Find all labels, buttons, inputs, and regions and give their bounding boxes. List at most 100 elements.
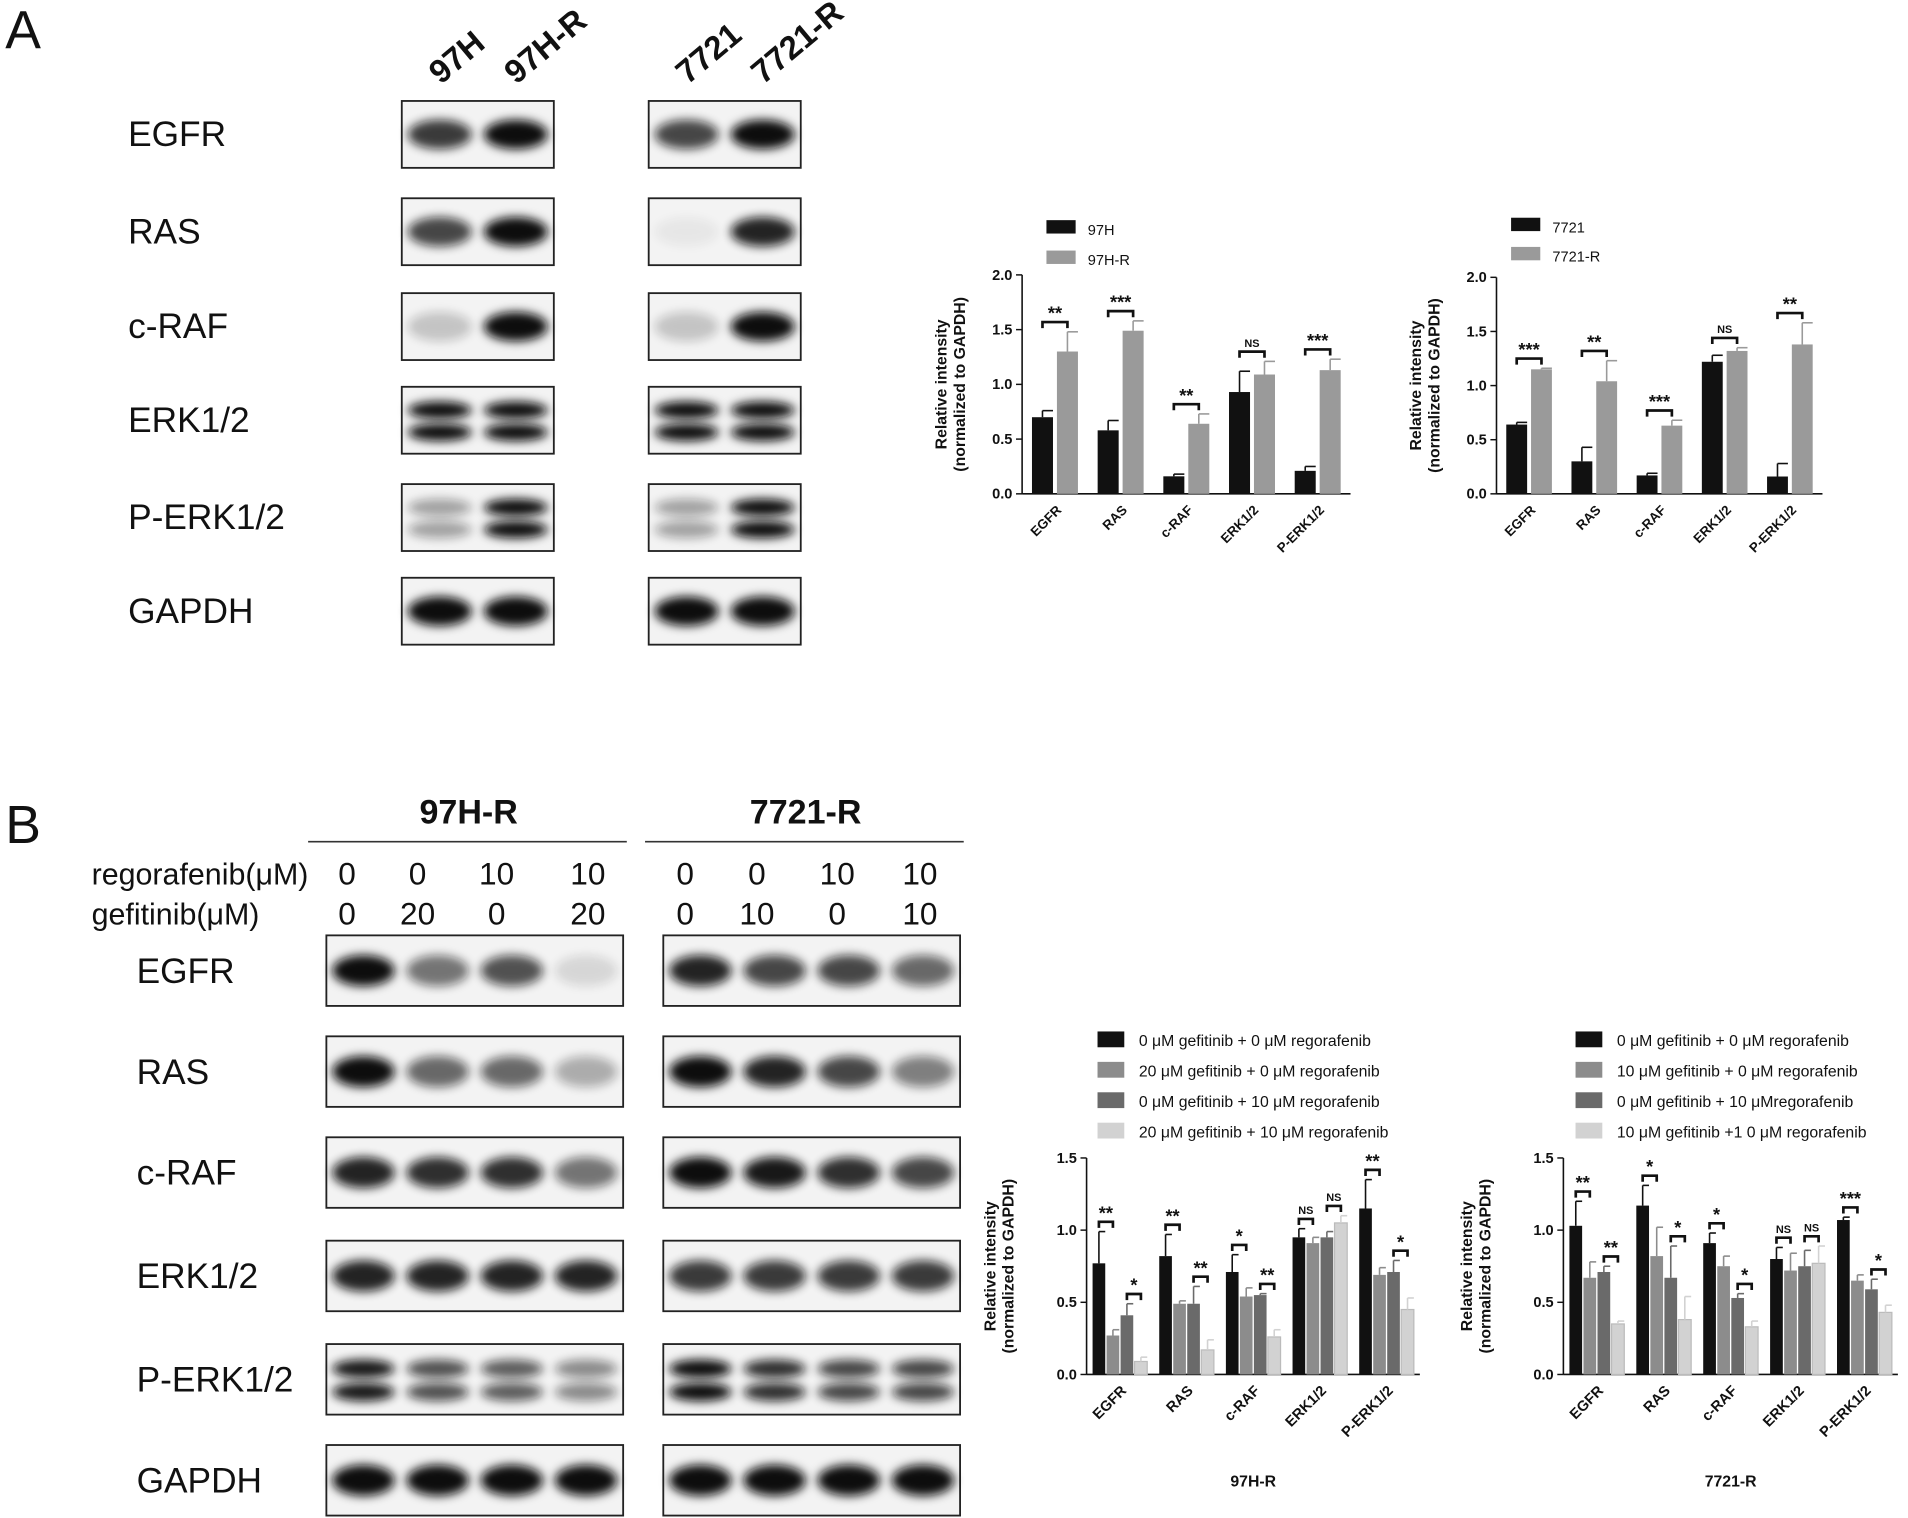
blot-band [817,955,880,987]
bar [1122,330,1144,494]
significance-bracket [1710,336,1739,345]
significance-bracket [1125,1292,1143,1301]
blot-band [407,216,472,247]
legend-swatch [1097,1092,1125,1109]
y-tick-label: 0.0 [1057,1367,1077,1383]
blot-band [654,216,719,247]
bar [1703,1243,1716,1375]
significance-bracket [1669,1234,1687,1243]
y-axis-label: (normalized to GAPDH) [952,297,969,472]
dose-row-label: regorafenib(μM) [92,857,309,891]
blot-band [654,119,719,150]
bar [1767,476,1788,494]
bar [1865,1289,1878,1375]
dose-label: 10 [820,855,855,891]
bar [1650,1256,1664,1375]
legend-label: 0 μM gefitinib + 0 μM regorafenib [1139,1033,1371,1050]
bar [1664,1277,1678,1375]
blot-band [332,955,395,987]
y-tick-label: 0.5 [992,432,1012,448]
significance-bracket [1870,1268,1887,1276]
blot-band [406,1157,469,1189]
bar [1506,424,1528,494]
significance-label: ** [1260,1264,1275,1285]
y-tick-label: 1.5 [1057,1151,1077,1167]
y-axis-label: Relative intensity [982,1201,999,1331]
bar [1837,1220,1850,1375]
bar [1878,1311,1893,1376]
bar [1031,417,1053,494]
significance-label: ** [1365,1150,1380,1171]
legend-label: 20 μM gefitinib + 0 μM regorafenib [1139,1063,1380,1080]
significance-label: *** [1649,391,1671,412]
significance-bracket [1041,320,1069,329]
blot-band [480,1260,544,1292]
blot-band [743,1056,806,1088]
bar [1133,1360,1148,1376]
group-title: 97H-R [419,793,517,831]
blot-band [743,1464,806,1496]
bar [1400,1308,1415,1376]
significance-label: * [1646,1156,1654,1177]
significance-label: ** [1179,385,1194,406]
significance-bracket [1172,402,1201,411]
bar [1387,1271,1400,1375]
y-axis-label: Relative intensity [1459,1201,1476,1331]
significance-label: *** [1110,292,1132,313]
bar [1636,1205,1650,1375]
y-tick-label: 2.0 [992,268,1012,284]
significance-label: NS [1804,1222,1819,1234]
bar [1056,351,1078,494]
blot-band [669,955,732,987]
dose-label: 0 [338,895,356,931]
blot-band [730,216,795,247]
bar [1159,1256,1172,1375]
blot-band [480,1359,544,1378]
blot-band [891,1056,955,1088]
significance-label: *** [1518,339,1540,360]
significance-bracket [1325,1204,1343,1213]
blot-band [743,955,806,987]
blot-band [480,955,544,987]
blot-band [669,1382,732,1402]
panel-label: B [5,796,41,855]
significance-label: NS [1298,1205,1313,1217]
dose-row-label: gefitinib(μM) [92,897,260,931]
bar [1225,1271,1239,1375]
legend-label: 7721 [1552,220,1584,236]
legend-swatch [1511,217,1541,232]
blot-band [483,401,548,419]
significance-bracket [1097,1220,1115,1228]
significance-label: * [1130,1275,1138,1296]
dose-label: 10 [739,895,774,931]
legend-label: 97H-R [1088,253,1130,269]
bar [1784,1270,1797,1375]
blot-band [730,119,795,150]
bar [1701,361,1723,494]
blot-band [483,596,548,626]
blot-band [406,1056,469,1088]
row-label: EGFR [137,952,235,991]
bar [1851,1280,1864,1375]
y-tick-label: 0.5 [1057,1295,1077,1311]
significance-bracket [1515,357,1543,365]
legend-swatch [1575,1031,1603,1048]
blot-band [669,1260,732,1292]
legend-swatch [1511,246,1541,261]
significance-bracket [1192,1275,1209,1283]
x-axis-label: 97H-R [1230,1473,1276,1490]
y-tick-label: 1.0 [1533,1223,1553,1239]
row-label: ERK1/2 [137,1257,259,1296]
bar [1583,1277,1597,1375]
significance-label: * [1741,1264,1749,1285]
blot-band [669,1157,732,1189]
significance-bracket [1736,1282,1754,1290]
dose-label: 10 [902,895,937,931]
blot-band [730,520,795,539]
blot-band [480,1157,544,1189]
significance-bracket [1580,349,1609,358]
significance-label: NS [1776,1224,1791,1236]
bar [1229,392,1251,494]
significance-bracket [1775,1236,1792,1244]
blot-band [891,1260,955,1292]
